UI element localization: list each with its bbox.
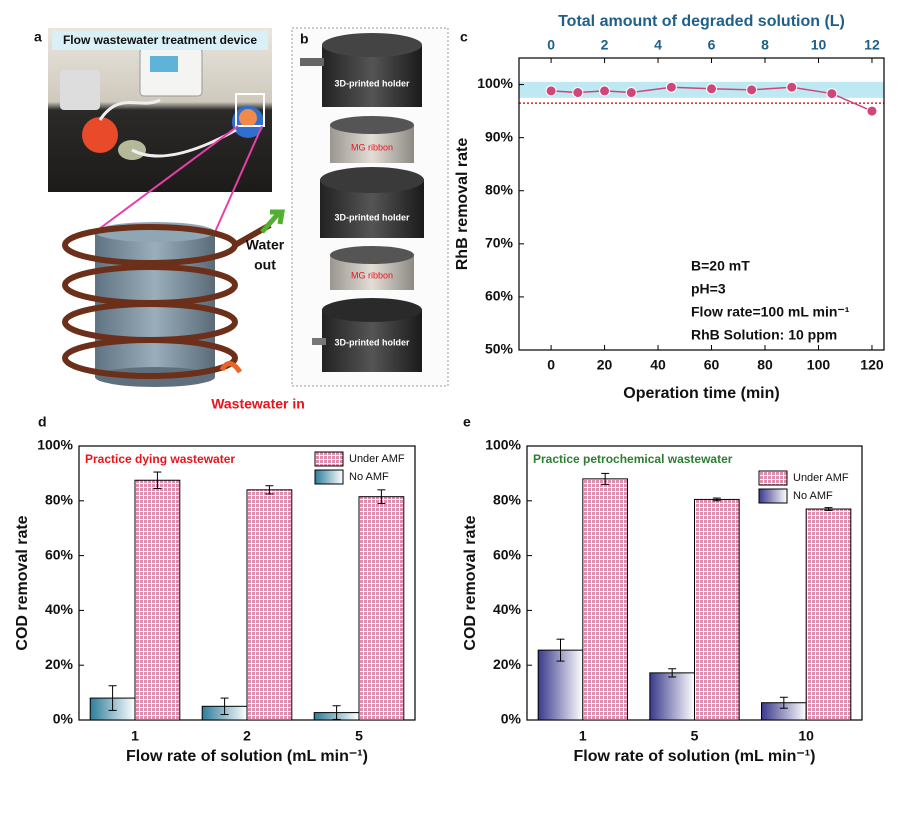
y-tick-label: 20% [45,656,74,672]
marker [706,83,718,95]
bar [246,489,293,721]
x-axis-label: Flow rate of solution (mL min⁻¹) [574,748,816,765]
coil-label: Water [246,237,285,253]
x2-tick-label: 4 [654,37,662,53]
panel-label: c [460,29,468,45]
x-axis-label: Flow rate of solution (mL min⁻¹) [126,748,368,765]
y-tick-label: 60% [485,288,514,304]
legend-swatch [314,469,344,485]
marker [545,85,557,97]
marker [572,87,584,99]
part-label: 3D-printed holder [334,212,409,222]
y-tick-label: 90% [485,128,514,144]
y-tick-label: 0% [53,711,74,727]
x2-tick-label: 6 [708,37,716,53]
x2-axis-label: Total amount of degraded solution (L) [558,13,845,30]
x-tick-label: 100 [807,357,831,373]
annotation: Flow rate=100 mL min⁻¹ [691,304,850,320]
photo-title: Flow wastewater treatment device [63,33,257,47]
legend-swatch [758,488,788,504]
x-tick-label: 0 [547,357,555,373]
bar [358,496,405,721]
annotation: B=20 mT [691,258,750,274]
y-tick-label: 70% [485,235,514,251]
marker [665,81,677,93]
marker [746,84,758,96]
y-tick-label: 50% [485,341,514,357]
x-tick-label: 120 [860,357,884,373]
x-axis-label: Operation time (min) [623,385,779,402]
x2-tick-label: 8 [761,37,769,53]
y-tick-label: 100% [477,75,513,91]
marker [599,85,611,97]
bar [805,508,852,721]
x-tick-label: 5 [355,728,363,744]
coil-drawing [62,125,285,387]
x-tick-label: 5 [691,728,699,744]
y-tick-label: 60% [45,546,74,562]
marker [786,81,798,93]
y-tick-label: 40% [45,601,74,617]
x-tick-label: 40 [650,357,666,373]
coil-label: Wastewater in [211,396,305,412]
marker [625,87,637,99]
annotation: RhB Solution: 10 ppm [691,327,837,343]
panel-label: a [34,29,42,45]
y-tick-label: 80% [485,181,514,197]
part-label: MG ribbon [351,270,393,280]
y-axis-label: COD removal rate [462,515,479,650]
y-tick-label: 100% [485,437,521,453]
x-tick-label: 1 [579,728,587,744]
legend-label: No AMF [349,471,389,483]
annotation: Practice petrochemical wastewater [533,452,733,466]
y-tick-label: 40% [493,601,522,617]
y-tick-label: 80% [493,492,522,508]
legend-label: Under AMF [793,472,849,484]
annotation: pH=3 [691,281,726,297]
legend-swatch [314,451,344,467]
y-tick-label: 60% [493,546,522,562]
legend-swatch [758,470,788,486]
legend-label: No AMF [793,490,833,502]
x2-tick-label: 2 [601,37,609,53]
bar [582,478,628,721]
y-tick-label: 0% [501,711,522,727]
x2-tick-label: 10 [811,37,827,53]
x-tick-label: 1 [131,728,139,744]
panel-b-drawing [291,27,449,387]
line [551,86,873,112]
legend-label: Under AMF [349,453,405,465]
panel-label: e [463,414,471,430]
annotation: Practice dying wastewater [85,452,235,466]
x-tick-label: 60 [704,357,720,373]
x2-tick-label: 0 [547,37,555,53]
x2-tick-label: 12 [864,37,880,53]
part-label: MG ribbon [351,142,393,152]
panel-label: d [38,414,47,430]
x-tick-label: 2 [243,728,251,744]
x-tick-label: 80 [757,357,773,373]
y-tick-label: 80% [45,492,74,508]
bar [134,479,181,721]
x-tick-label: 20 [597,357,613,373]
part-label: 3D-printed holder [334,337,409,347]
y-axis-label: RhB removal rate [454,138,471,271]
bar [649,672,695,721]
part-label: 3D-printed holder [334,78,409,88]
panel-a-photo [48,28,272,192]
y-axis-label: COD removal rate [14,515,31,650]
x-tick-label: 10 [798,728,814,744]
marker [826,88,838,100]
coil-label: out [254,257,276,273]
marker [866,105,878,117]
plot-frame [518,57,885,351]
bar [694,498,740,721]
y-tick-label: 100% [37,437,73,453]
y-tick-label: 20% [493,656,522,672]
panel-label: b [300,31,309,47]
bar [537,649,584,721]
